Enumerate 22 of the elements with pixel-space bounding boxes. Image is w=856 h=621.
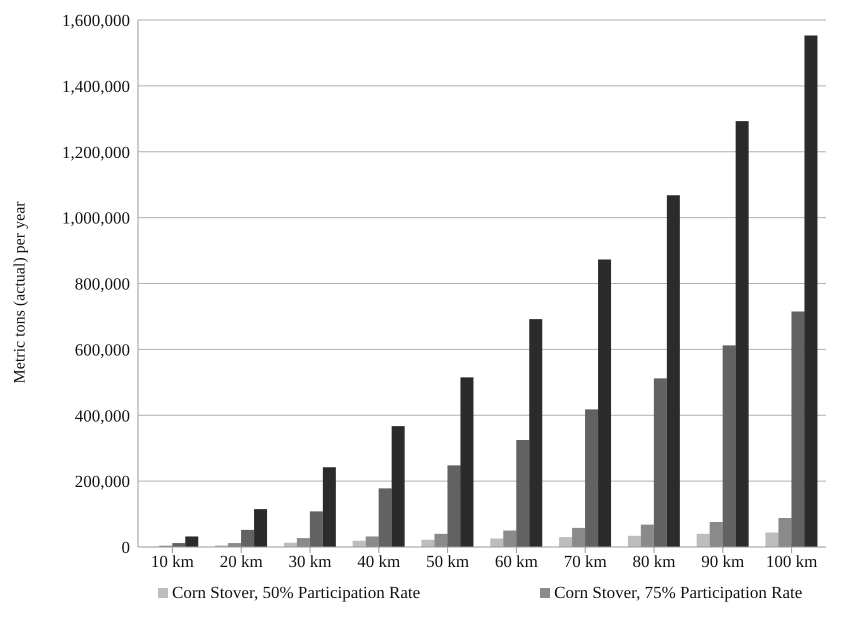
y-tick-label: 0 (122, 538, 130, 558)
x-tick-label: 40 km (357, 552, 400, 572)
y-tick-label: 400,000 (74, 406, 130, 426)
y-tick-label: 1,600,000 (62, 11, 130, 30)
x-tick-label: 30 km (288, 552, 332, 572)
x-tick-label: 70 km (564, 552, 607, 572)
y-tick-label: 1,200,000 (62, 142, 130, 162)
x-tick-label: 60 km (494, 552, 538, 572)
y-tick-label: 1,400,000 (62, 76, 130, 96)
y-tick-label: 200,000 (74, 472, 130, 492)
x-tick-label: 100 km (766, 552, 818, 572)
y-tick-label: 800,000 (74, 274, 130, 294)
x-tick-label: 90 km (701, 552, 744, 572)
y-tick-label: 1,000,000 (62, 208, 130, 228)
y-tick-label: 600,000 (74, 340, 130, 360)
x-tick-label: 50 km (426, 552, 470, 572)
y-axis-title: Metric tons (actual) per year (12, 200, 29, 384)
legend-label: Corn Stover, 75% Participation Rate (554, 583, 802, 603)
legend-label: Corn Stover, 50% Participation Rate (172, 583, 420, 603)
x-tick-label: 10 km (150, 552, 194, 572)
x-tick-label: 80 km (632, 552, 676, 572)
x-tick-label: 20 km (220, 552, 263, 572)
